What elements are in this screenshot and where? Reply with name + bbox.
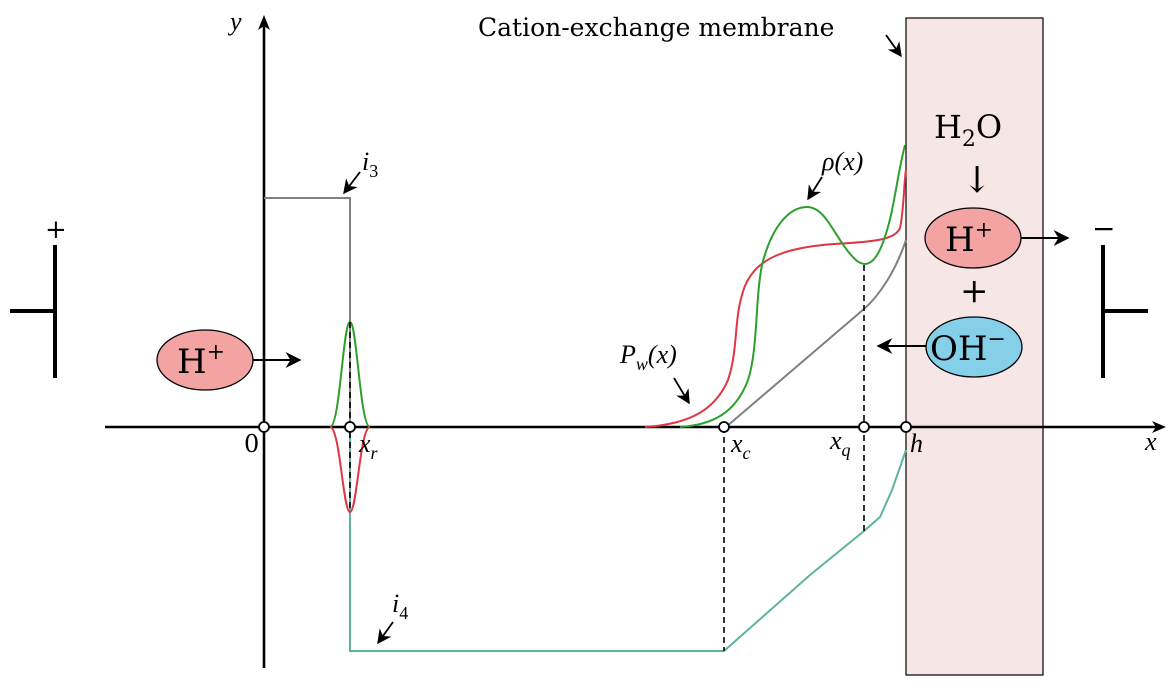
origin-marker xyxy=(258,421,270,433)
xr-label: xr xyxy=(358,429,379,463)
anode-sign: + xyxy=(45,215,67,245)
i3-label: i3 xyxy=(362,147,378,181)
rho-label: ρ(x) xyxy=(821,147,863,176)
cathode-sign: − xyxy=(1092,212,1115,245)
water-label: H2O xyxy=(934,108,1002,152)
left-proton-label: H+ xyxy=(177,340,225,382)
membrane-plus: + xyxy=(960,271,989,311)
gray-curve xyxy=(725,239,907,428)
i4-label: i4 xyxy=(392,589,408,623)
membrane-proton-label: H+ xyxy=(945,218,993,260)
xq-label: xq xyxy=(829,426,851,460)
anode-electrode xyxy=(10,245,57,378)
pw-curve xyxy=(644,169,907,428)
x-axis-label: x xyxy=(1144,427,1157,456)
i4-curve xyxy=(349,427,907,652)
origin-label: 0 xyxy=(244,430,259,458)
i4-pointer-arrow xyxy=(377,621,394,645)
rho-curve xyxy=(679,144,906,428)
y-axis-arrowhead xyxy=(258,15,270,30)
xr-marker xyxy=(344,421,356,433)
xq-marker xyxy=(858,421,870,433)
down-arrow: ↓ xyxy=(962,160,992,201)
pw-pointer-arrow xyxy=(673,377,690,405)
h-label: h xyxy=(910,429,923,458)
rho-pointer-arrow xyxy=(807,176,823,201)
x-axis-arrowhead xyxy=(1152,421,1166,433)
membrane-pointer-arrow xyxy=(885,34,902,58)
xc-marker xyxy=(718,421,730,433)
h-marker xyxy=(900,421,912,433)
pw-label: Pw(x) xyxy=(619,340,677,374)
xc-label: xc xyxy=(730,429,751,463)
hydroxide-label: OH− xyxy=(930,327,1006,369)
i3-curve xyxy=(264,197,351,427)
y-axis-label: y xyxy=(227,7,242,36)
membrane-label: Cation-exchange membrane xyxy=(478,13,834,42)
cathode-electrode xyxy=(1101,245,1148,378)
red-spike xyxy=(329,426,371,514)
i3-pointer-arrow xyxy=(343,171,361,195)
